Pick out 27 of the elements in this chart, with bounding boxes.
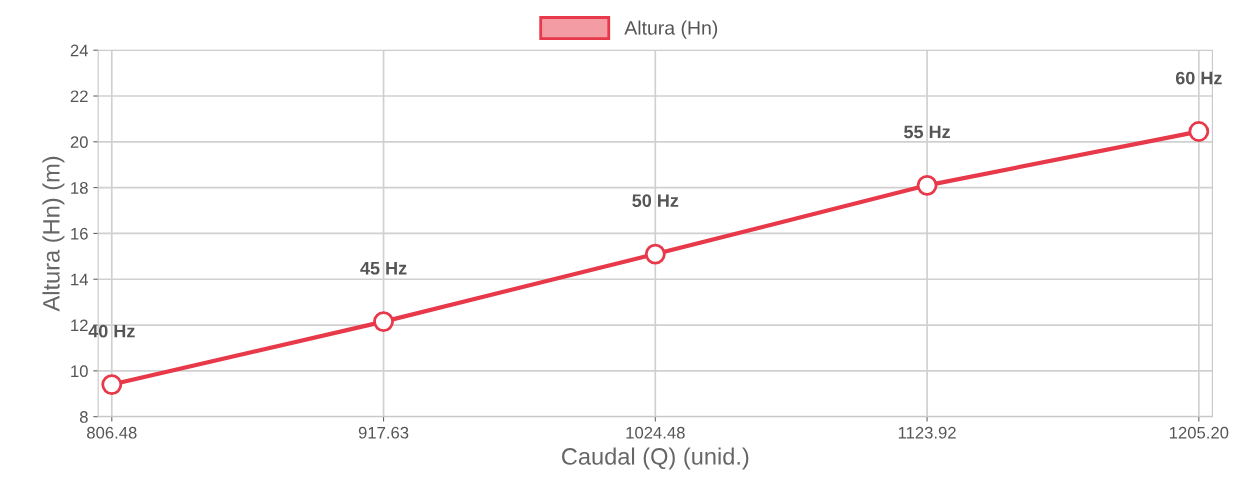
- y-tick-label: 14: [71, 273, 88, 286]
- y-tick-label: 22: [70, 90, 88, 103]
- annotation: 55 Hz: [904, 125, 950, 139]
- x-tick-label: 806.48: [87, 426, 137, 439]
- y-tick-label: 10: [71, 365, 88, 378]
- point: [101, 374, 123, 396]
- y-axis-title: Altura (Hn) (m): [42, 156, 65, 312]
- point: [373, 311, 394, 333]
- y-tick-label: 12: [71, 319, 88, 332]
- x-tick-label: 1024.48: [626, 426, 685, 439]
- annotation: 40 Hz: [88, 324, 135, 338]
- point: [916, 174, 938, 196]
- y-tick-label: 24: [70, 44, 88, 57]
- annotation: 50 Hz: [632, 194, 679, 207]
- y-tick-label: 8: [79, 411, 88, 423]
- y-tick-label: 20: [70, 136, 88, 149]
- x-tick-label: 1205.20: [1169, 426, 1229, 439]
- x-tick-label: 917.63: [358, 426, 409, 439]
- legend-label: Altura (Hn): [624, 20, 718, 39]
- x-axis-title: Caudal (Q) (unid.): [562, 447, 749, 470]
- y-tick-label: 18: [71, 182, 88, 194]
- point: [1188, 121, 1210, 142]
- annotation: 60 Hz: [1175, 71, 1222, 85]
- point: [644, 243, 666, 265]
- x-tick-label: 1123.92: [898, 426, 956, 439]
- y-tick-label: 16: [71, 227, 88, 240]
- annotation: 45 Hz: [360, 261, 407, 275]
